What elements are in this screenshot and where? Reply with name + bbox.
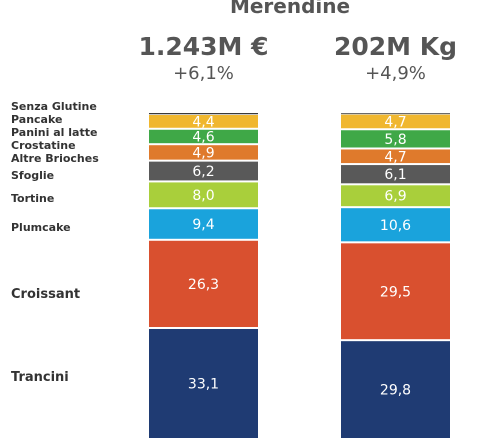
data-label: 6,1 <box>384 167 406 183</box>
category-label: Sfoglie <box>11 169 54 182</box>
bar-segment <box>341 149 450 164</box>
bar-segment <box>341 185 450 207</box>
bar-segment <box>149 161 258 181</box>
data-label: 4,9 <box>192 145 214 161</box>
data-label: 33,1 <box>188 376 219 392</box>
category-label: Plumcake <box>11 221 71 234</box>
bar-segment <box>149 114 258 116</box>
category-label: Crostatine <box>11 139 76 152</box>
bar-segment <box>341 341 450 438</box>
data-label: 4,7 <box>384 114 406 130</box>
column-headers: 1.243M €+6,1% 202M Kg+4,9% <box>138 32 457 84</box>
bar-segment <box>149 209 258 239</box>
bar-segment <box>149 145 258 160</box>
data-label: 6,9 <box>384 189 406 205</box>
bar-segment <box>149 328 258 438</box>
bars: 4,44,64,96,28,09,426,333,14,75,84,76,16,… <box>149 113 450 438</box>
category-label: Altre Brioches <box>11 152 99 165</box>
bar-segment <box>149 129 258 144</box>
data-label: 5,8 <box>384 132 406 148</box>
data-label: 29,5 <box>380 284 411 300</box>
category-label: Trancini <box>11 370 69 385</box>
bar-segment <box>149 113 258 115</box>
data-label: 29,8 <box>380 383 411 399</box>
data-label: 6,2 <box>192 164 214 180</box>
bar-segment <box>341 114 450 129</box>
data-label: 4,4 <box>192 114 214 130</box>
column-change: +6,1% <box>173 63 234 84</box>
bar-segment <box>341 130 450 148</box>
data-label: 9,4 <box>192 217 214 233</box>
bar-segment <box>341 113 450 115</box>
bar-segment <box>149 182 258 208</box>
bar-segment <box>341 243 450 340</box>
column-headline: 1.243M € <box>138 32 268 61</box>
data-label: 26,3 <box>188 277 219 293</box>
category-label: Pancake <box>11 113 62 126</box>
data-label: 4,7 <box>384 149 406 165</box>
bar-segment <box>341 113 450 114</box>
category-label: Senza Glutine <box>11 100 97 113</box>
chart-title: Merendine <box>230 0 350 18</box>
bar-segment <box>149 240 258 327</box>
data-label: 4,6 <box>192 129 214 145</box>
bar-segment <box>341 165 450 184</box>
category-label: Croissant <box>11 287 80 302</box>
category-label: Panini al latte <box>11 126 97 139</box>
bar-segment <box>149 115 258 128</box>
data-label: 10,6 <box>380 218 411 234</box>
column-headline: 202M Kg <box>334 32 457 61</box>
data-label: 8,0 <box>192 188 214 204</box>
category-label: Tortine <box>11 192 54 205</box>
bar-segment <box>341 208 450 242</box>
column-change: +4,9% <box>365 63 426 84</box>
